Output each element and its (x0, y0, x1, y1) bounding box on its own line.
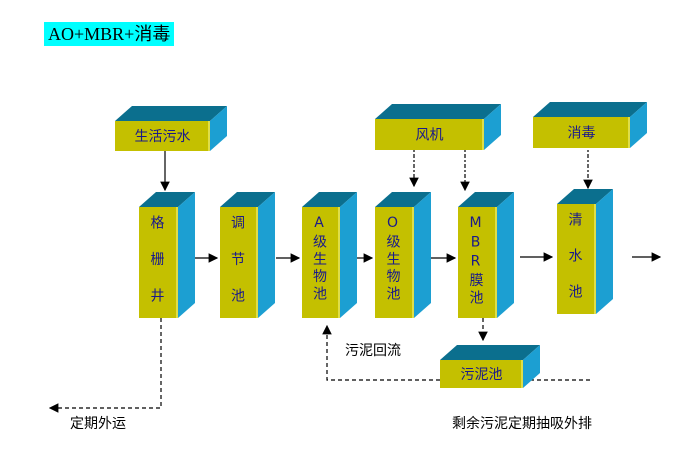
box-side (523, 345, 540, 388)
box-top (220, 192, 275, 207)
box-blower: 风机 (375, 104, 501, 150)
box-front (375, 207, 414, 318)
sludge-return-label: 污泥回流 (345, 343, 401, 359)
box-side (497, 192, 514, 318)
box-top (375, 192, 431, 207)
box-label: 污泥池 (461, 367, 503, 383)
box-side (178, 192, 195, 318)
box-label: 消毒 (568, 126, 596, 142)
box-clear-water (557, 189, 613, 314)
o-tank-label: O级生物池 (384, 215, 401, 304)
box-front (458, 207, 497, 318)
box-o-tank (375, 192, 431, 318)
arrow-periodic-removal (48, 318, 162, 413)
box-side (340, 192, 357, 318)
box-top (115, 106, 227, 121)
arrow-sludge-return (322, 324, 440, 381)
box-top (139, 192, 195, 207)
box-side (596, 189, 613, 314)
equalization-tank-label: 调节池 (229, 215, 245, 325)
box-sludge-tank: 污泥池 (440, 345, 540, 388)
box-label: 生活污水 (135, 129, 191, 145)
box-front (115, 121, 210, 151)
box-front (557, 204, 596, 314)
mbr-tank-label: MBR膜池 (467, 215, 484, 308)
box-front (375, 119, 484, 150)
diagram-title: AO+MBR+消毒 (44, 22, 175, 46)
box-front (220, 207, 258, 318)
box-screen-well (139, 192, 195, 318)
box-a-tank (302, 192, 357, 318)
box-top (458, 192, 514, 207)
box-front (533, 117, 630, 148)
periodic-removal-label: 定期外运 (70, 416, 126, 432)
box-side (414, 192, 431, 318)
box-mbr-tank (458, 192, 514, 318)
box-sewage: 生活污水 (115, 106, 227, 151)
screen-well-label: 格栅井 (148, 215, 165, 325)
box-front (302, 207, 340, 318)
excess-sludge-label: 剩余污泥定期抽吸外排 (452, 415, 592, 432)
box-equalization (220, 192, 275, 318)
box-side (210, 106, 227, 151)
a-tank-label: A级生物池 (311, 215, 327, 304)
box-side (484, 104, 501, 150)
box-side (258, 192, 275, 318)
box-top (557, 189, 613, 204)
clear-water-tank-label: 清水池 (566, 212, 583, 320)
box-top (375, 104, 501, 119)
box-side (630, 102, 647, 148)
box-front (440, 360, 523, 388)
box-top (440, 345, 540, 360)
box-label: 风机 (416, 128, 444, 144)
box-top (302, 192, 357, 207)
box-front (139, 207, 178, 318)
box-top (533, 102, 647, 117)
box-disinfection: 消毒 (533, 102, 647, 148)
